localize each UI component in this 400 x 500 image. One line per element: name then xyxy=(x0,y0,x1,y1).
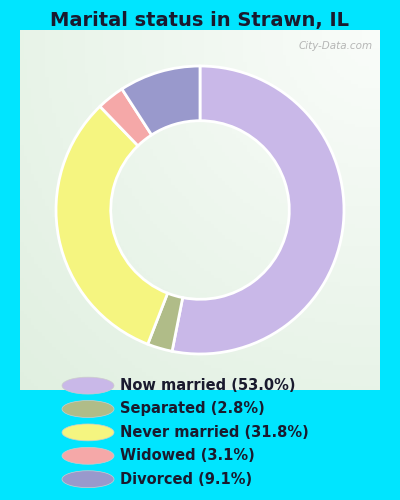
Circle shape xyxy=(62,448,114,464)
Text: Now married (53.0%): Now married (53.0%) xyxy=(120,378,296,393)
Circle shape xyxy=(62,424,114,441)
Text: Never married (31.8%): Never married (31.8%) xyxy=(120,425,309,440)
Circle shape xyxy=(62,377,114,394)
Wedge shape xyxy=(122,66,200,135)
Wedge shape xyxy=(56,106,168,344)
Text: City-Data.com: City-Data.com xyxy=(299,41,373,51)
Wedge shape xyxy=(148,293,183,352)
Circle shape xyxy=(62,400,114,417)
Text: Divorced (9.1%): Divorced (9.1%) xyxy=(120,472,252,486)
Text: Marital status in Strawn, IL: Marital status in Strawn, IL xyxy=(50,11,350,30)
Wedge shape xyxy=(172,66,344,354)
Text: Widowed (3.1%): Widowed (3.1%) xyxy=(120,448,255,464)
Text: Separated (2.8%): Separated (2.8%) xyxy=(120,402,265,416)
Wedge shape xyxy=(100,89,152,146)
Circle shape xyxy=(62,471,114,488)
